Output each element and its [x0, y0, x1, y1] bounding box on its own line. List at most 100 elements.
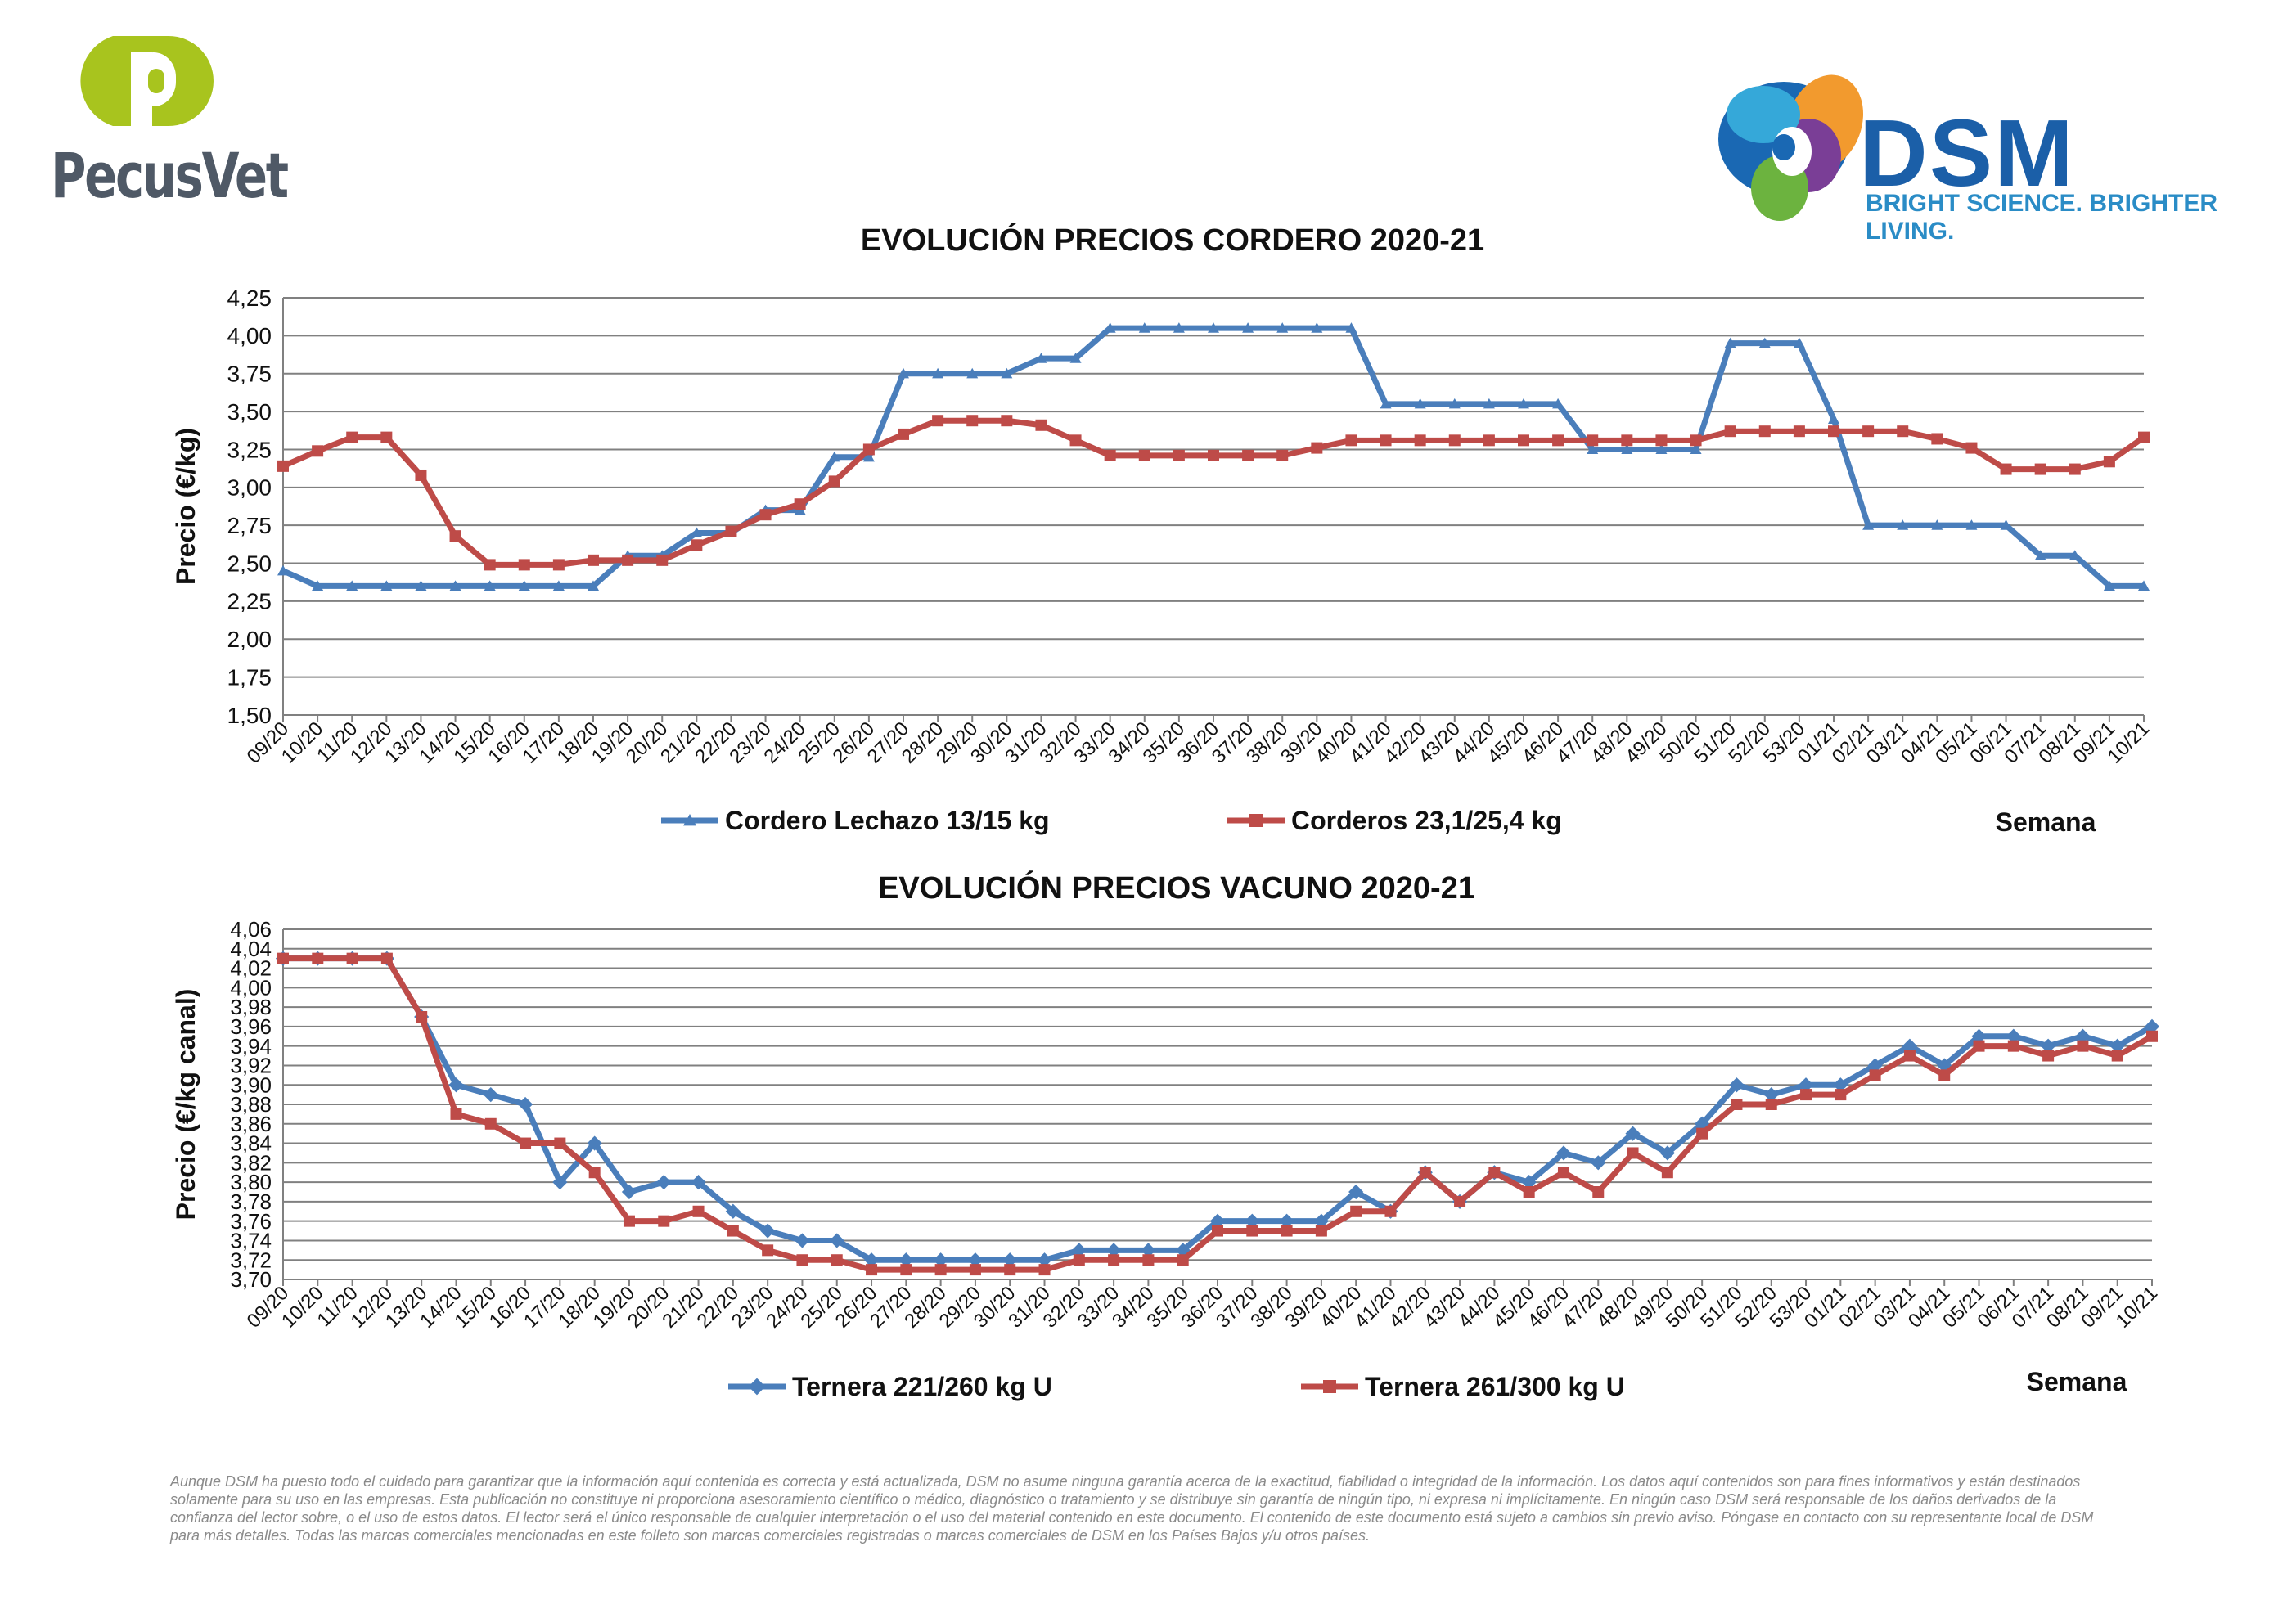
data-point [1276, 322, 1289, 333]
data-point [932, 415, 944, 427]
chart-title: EVOLUCIÓN PRECIOS CORDERO 2020-21 [861, 222, 1484, 258]
data-point [1108, 1254, 1120, 1266]
data-point [1242, 322, 1254, 333]
data-point [346, 431, 358, 443]
y-tick-label: 2,75 [227, 513, 272, 538]
disclaimer-text: Aunque DSM ha puesto todo el cuidado par… [170, 1473, 2094, 1544]
data-point [277, 952, 289, 964]
data-point [933, 1252, 948, 1268]
data-point [1555, 1145, 1572, 1161]
data-point [1731, 1099, 1743, 1110]
data-point [312, 445, 324, 457]
chart-title: EVOLUCIÓN PRECIOS VACUNO 2020-21 [878, 870, 1475, 906]
data-point [932, 367, 944, 379]
legend-marker [1323, 1380, 1336, 1393]
data-point [1454, 1195, 1466, 1207]
data-point [1038, 1264, 1051, 1276]
data-point [967, 1252, 984, 1268]
data-point [1380, 398, 1392, 409]
dsm-tagline: BRIGHT SCIENCE. BRIGHTER LIVING. [1866, 190, 2218, 245]
legend-label: Cordero Lechazo 13/15 kg [725, 806, 1050, 835]
data-point [1246, 1225, 1258, 1237]
data-point [1552, 434, 1564, 447]
data-point [796, 1254, 808, 1266]
data-point [762, 1244, 774, 1257]
data-point [1345, 434, 1357, 447]
data-point [1938, 1069, 1951, 1081]
data-point [1696, 1127, 1708, 1140]
series-line [281, 417, 2146, 568]
data-point [966, 367, 979, 379]
y-tick-label: 2,50 [227, 551, 272, 576]
data-point [1104, 322, 1116, 333]
data-point [898, 1252, 914, 1268]
data-point [828, 475, 840, 488]
data-point [966, 415, 979, 427]
data-point [1592, 1186, 1605, 1198]
data-point [1001, 415, 1013, 427]
data-point [1069, 353, 1082, 363]
y-axis-label: Precio (€/kg) [171, 428, 200, 585]
data-point [725, 525, 737, 537]
y-tick-label: 3,80 [230, 1170, 272, 1194]
data-point [1521, 1175, 1537, 1190]
data-point [380, 431, 393, 443]
data-point [1380, 434, 1392, 447]
data-point [1245, 1213, 1260, 1229]
y-tick-label: 4,00 [227, 323, 272, 348]
data-point [1138, 322, 1150, 333]
y-tick-label: 4,00 [230, 975, 272, 1000]
data-point [1069, 434, 1082, 447]
data-point [1793, 425, 1805, 438]
data-point [1729, 1077, 1745, 1093]
data-point [1208, 322, 1219, 333]
data-point [1862, 425, 1875, 438]
data-point [1315, 1225, 1327, 1237]
series-2 [277, 952, 2158, 1276]
data-point [725, 1203, 741, 1219]
data-point [380, 952, 393, 964]
data-point [1350, 1205, 1362, 1217]
data-point [380, 580, 393, 591]
legend-marker [683, 814, 696, 826]
data-point [448, 1077, 464, 1093]
data-point [1798, 1077, 1814, 1093]
data-point [1311, 322, 1323, 333]
data-point [1627, 1147, 1639, 1159]
data-point [449, 580, 461, 591]
y-tick-label: 3,25 [227, 437, 272, 462]
data-point [312, 952, 324, 964]
data-point [1793, 337, 1805, 348]
data-point [312, 580, 324, 591]
y-tick-label: 3,92 [230, 1054, 272, 1078]
data-point [795, 1233, 810, 1248]
y-tick-label: 4,04 [230, 937, 272, 961]
data-point [656, 554, 669, 566]
data-point [1142, 1254, 1155, 1266]
y-tick-label: 3,86 [230, 1112, 272, 1136]
data-point [934, 1264, 947, 1276]
data-point [2069, 550, 2081, 560]
data-point [1419, 1167, 1431, 1179]
data-point [1106, 1243, 1122, 1258]
data-point [1621, 443, 1633, 455]
data-point [1488, 1167, 1501, 1179]
data-point [1004, 1264, 1016, 1276]
data-point [1800, 1089, 1812, 1101]
data-point [1867, 1058, 1883, 1073]
data-point [691, 527, 703, 538]
data-point [552, 580, 565, 591]
data-point [1173, 449, 1185, 461]
data-point [2103, 456, 2115, 468]
data-point [1448, 434, 1461, 447]
chart-vacuno: EVOLUCIÓN PRECIOS VACUNO 2020-21 3,703,72… [171, 870, 2162, 1401]
data-point [623, 1215, 635, 1227]
pecusvet-p-icon [80, 36, 214, 141]
data-point [1518, 398, 1529, 409]
data-point [2034, 463, 2046, 475]
data-point [1035, 419, 1047, 431]
y-tick-label: 3,94 [230, 1034, 272, 1059]
data-point [416, 1011, 428, 1023]
data-point [1518, 434, 1529, 447]
data-point [1661, 1167, 1673, 1179]
